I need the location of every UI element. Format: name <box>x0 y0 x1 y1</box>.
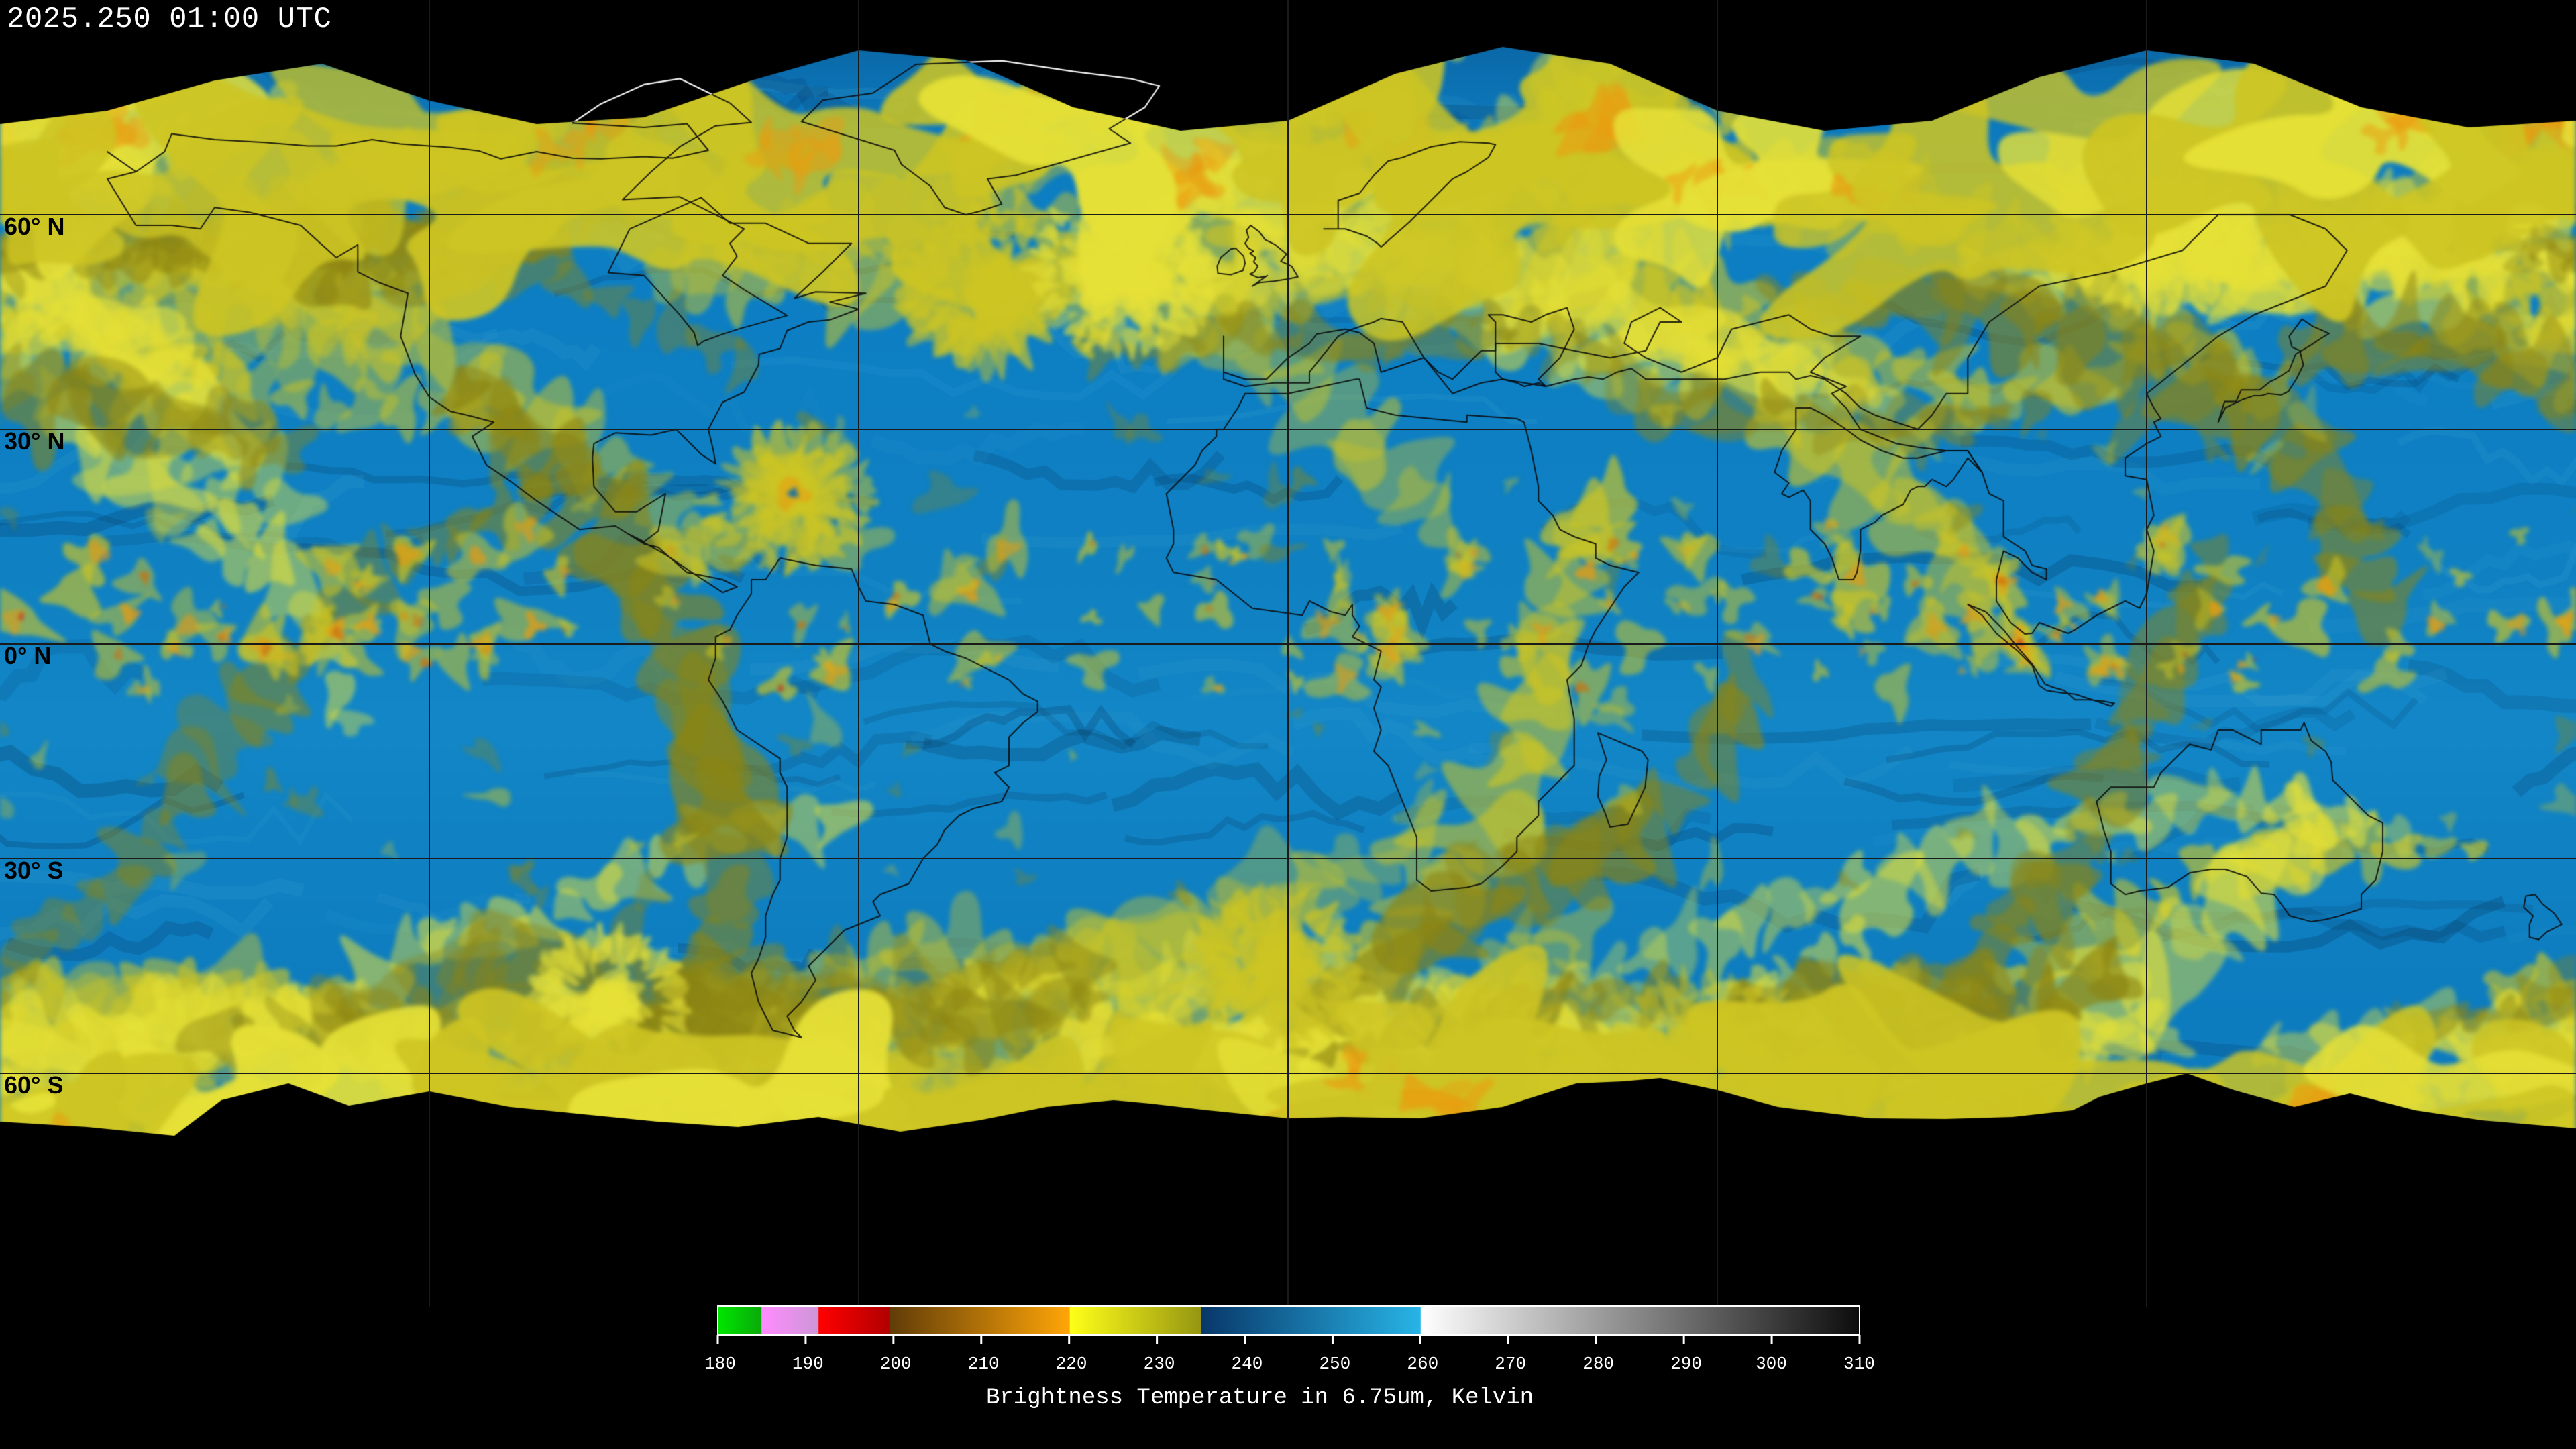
svg-text:60° N: 60° N <box>4 213 64 240</box>
svg-text:0° N: 0° N <box>4 642 51 669</box>
svg-text:200: 200 <box>880 1354 912 1374</box>
svg-text:230: 230 <box>1144 1354 1175 1374</box>
svg-text:30° N: 30° N <box>4 427 64 455</box>
svg-text:30° S: 30° S <box>4 857 63 884</box>
svg-text:190: 190 <box>792 1354 824 1374</box>
svg-text:280: 280 <box>1582 1354 1614 1374</box>
svg-text:2025.250 01:00 UTC: 2025.250 01:00 UTC <box>7 3 331 36</box>
svg-text:250: 250 <box>1319 1354 1350 1374</box>
svg-text:300: 300 <box>1756 1354 1787 1374</box>
svg-text:220: 220 <box>1056 1354 1087 1374</box>
svg-text:270: 270 <box>1495 1354 1526 1374</box>
svg-text:310: 310 <box>1843 1354 1875 1374</box>
svg-text:210: 210 <box>968 1354 1000 1374</box>
svg-text:260: 260 <box>1407 1354 1438 1374</box>
svg-text:290: 290 <box>1670 1354 1702 1374</box>
svg-text:180: 180 <box>704 1354 736 1374</box>
svg-text:240: 240 <box>1232 1354 1263 1374</box>
svg-text:60° S: 60° S <box>4 1071 63 1099</box>
svg-text:Brightness Temperature in 6.75: Brightness Temperature in 6.75um, Kelvin <box>986 1385 1534 1411</box>
